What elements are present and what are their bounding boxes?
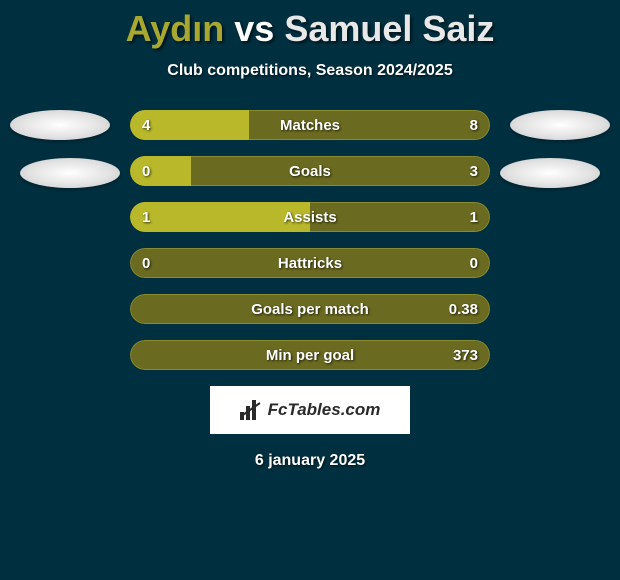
player1-name: Aydın	[126, 8, 225, 49]
page-title: Aydın vs Samuel Saiz	[0, 0, 620, 50]
fctables-chart-icon	[240, 400, 262, 420]
stat-right-value: 8	[470, 110, 478, 140]
player1-avatar-placeholder	[10, 110, 110, 140]
stat-label: Goals per match	[130, 294, 490, 324]
stat-row-goals-per-match: Goals per match 0.38	[130, 294, 490, 324]
stat-row-hattricks: 0 Hattricks 0	[130, 248, 490, 278]
stat-label: Assists	[130, 202, 490, 232]
vs-text: vs	[234, 8, 274, 49]
stat-row-assists: 1 Assists 1	[130, 202, 490, 232]
stat-label: Goals	[130, 156, 490, 186]
stat-row-matches: 4 Matches 8	[130, 110, 490, 140]
stat-row-min-per-goal: Min per goal 373	[130, 340, 490, 370]
stat-row-goals: 0 Goals 3	[130, 156, 490, 186]
stat-right-value: 0	[470, 248, 478, 278]
subtitle: Club competitions, Season 2024/2025	[0, 62, 620, 80]
stat-right-value: 0.38	[449, 294, 478, 324]
player2-avatar-placeholder	[510, 110, 610, 140]
stat-right-value: 1	[470, 202, 478, 232]
comparison-area: 4 Matches 8 0 Goals 3 1 Assists 1 0 Hatt…	[0, 110, 620, 470]
brand-box: FcTables.com	[210, 386, 410, 434]
stat-right-value: 373	[453, 340, 478, 370]
player1-club-placeholder	[20, 158, 120, 188]
player2-name: Samuel Saiz	[284, 8, 494, 49]
stat-label: Matches	[130, 110, 490, 140]
player2-club-placeholder	[500, 158, 600, 188]
brand-text: FcTables.com	[268, 400, 381, 420]
stats-bars: 4 Matches 8 0 Goals 3 1 Assists 1 0 Hatt…	[130, 110, 490, 370]
date-text: 6 january 2025	[10, 452, 610, 470]
stat-label: Min per goal	[130, 340, 490, 370]
stat-right-value: 3	[470, 156, 478, 186]
stat-label: Hattricks	[130, 248, 490, 278]
